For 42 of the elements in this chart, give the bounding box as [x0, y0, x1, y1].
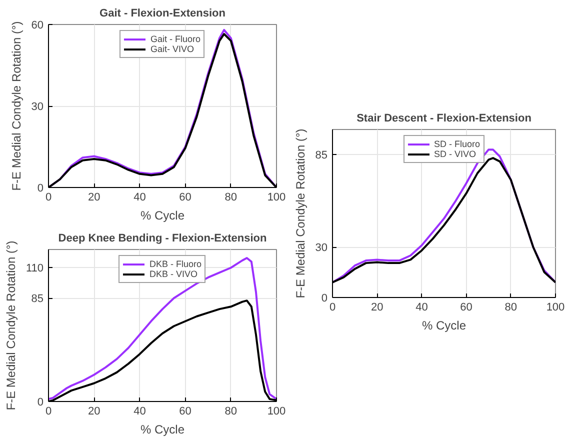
y-tick-label: 85 — [315, 150, 328, 162]
y-tick-label: 30 — [315, 242, 328, 254]
y-tick-label: 85 — [31, 293, 44, 306]
x-tick-label: 40 — [134, 192, 146, 204]
x-tick-label: 40 — [134, 406, 146, 418]
y-tick-label: 30 — [31, 101, 44, 113]
legend-label: SD - VIVO — [434, 149, 476, 159]
y-tick-label: 110 — [26, 262, 44, 275]
x-tick-label: 60 — [460, 302, 472, 314]
x-tick-label: 0 — [329, 302, 336, 314]
chart-title: Deep Knee Bending - Flexion-Extension — [58, 232, 267, 244]
y-axis-title: F-E Medial Condyle Rotation (°) — [9, 21, 24, 191]
x-tick-label: 60 — [179, 192, 192, 204]
x-axis-title: % Cycle — [140, 422, 185, 436]
x-tick-label: 0 — [45, 406, 52, 418]
legend-label: SD - Fluoro — [434, 139, 480, 149]
chart-title: Gait - Flexion-Extension — [100, 8, 226, 20]
legend-label: Gait- VIVO — [150, 44, 194, 54]
y-tick-label: 0 — [321, 292, 328, 304]
x-axis-title: % Cycle — [422, 318, 466, 332]
legend-label: Gait - Fluoro — [150, 34, 201, 44]
y-tick-label: 0 — [37, 396, 44, 408]
x-tick-label: 60 — [179, 406, 192, 418]
x-tick-label: 80 — [504, 302, 518, 314]
x-tick-label: 20 — [370, 302, 384, 314]
x-tick-label: 0 — [45, 192, 52, 204]
chart-title: Stair Descent - Flexion-Extension — [356, 112, 532, 124]
y-axis-title: F-E Medial Condyle Rotation (°) — [4, 240, 18, 410]
x-tick-label: 100 — [267, 406, 286, 418]
y-axis-title: F-E Medial Condyle Rotation (°) — [293, 128, 308, 298]
legend-label: DKB - VIVO — [149, 269, 198, 279]
x-tick-label: 100 — [267, 192, 286, 204]
x-tick-label: 20 — [88, 192, 100, 204]
legend-label: DKB - Fluoro — [149, 259, 202, 269]
x-tick-label: 80 — [224, 406, 238, 418]
x-tick-label: 100 — [546, 302, 565, 314]
x-tick-label: 40 — [416, 302, 428, 314]
y-tick-label: 0 — [37, 182, 44, 194]
x-axis-title: % Cycle — [140, 208, 185, 222]
x-tick-label: 80 — [224, 192, 238, 204]
x-tick-label: 20 — [88, 406, 100, 418]
y-tick-label: 60 — [31, 20, 44, 32]
